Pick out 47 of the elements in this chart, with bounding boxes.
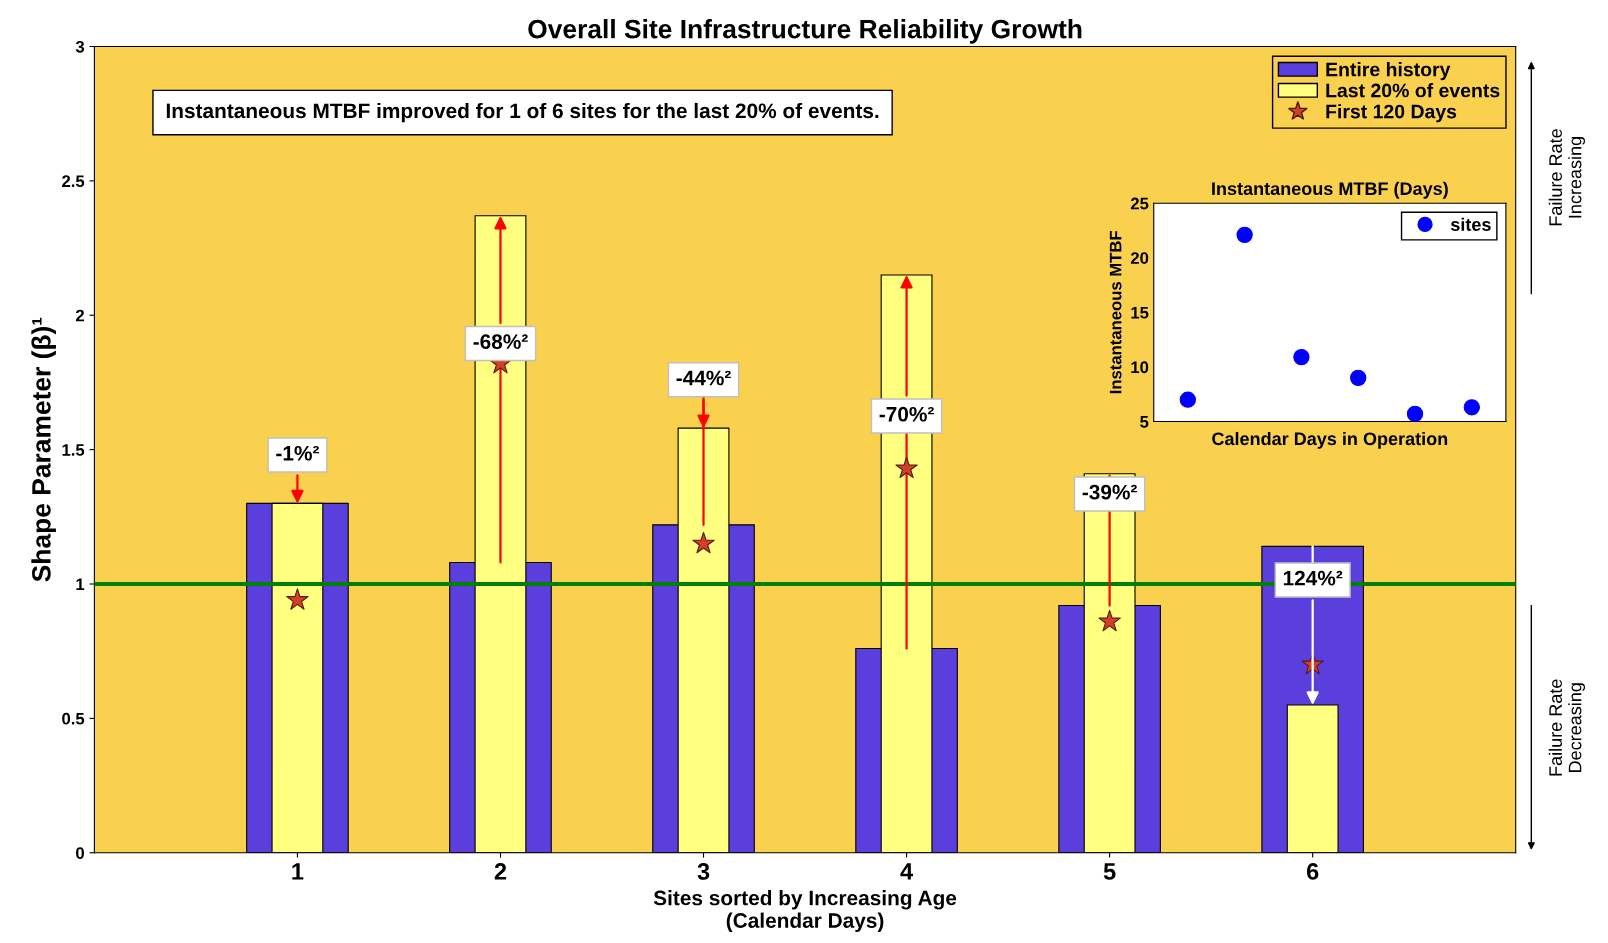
x-axis-title: Calendar Days in Operation — [1212, 431, 1448, 449]
text: Failure Rate Decreasing — [1548, 679, 1586, 776]
x-tick-label: 2 — [494, 863, 507, 880]
y-tick-label: 5 — [1140, 416, 1149, 428]
y-axis-title: Instantaneous MTBF — [1109, 231, 1122, 394]
point — [692, 531, 715, 554]
point — [1350, 369, 1367, 387]
y-tick-label: 2.5 — [62, 175, 85, 188]
point — [895, 456, 918, 479]
annotation: Instantaneous MTBF improved for 1 of 6 sites for the last 20% of events. — [166, 102, 879, 123]
y-tick-label: 20 — [1130, 252, 1149, 264]
annotation: 124%² — [1283, 570, 1343, 586]
annotation: -68%² — [473, 334, 528, 350]
y-tick-label: 0.5 — [62, 712, 85, 725]
x-axis-title: Sites sorted by Increasing Age (Calendar Days) — [653, 890, 957, 932]
chart-title: Instantaneous MTBF (Days) — [1212, 181, 1448, 199]
y-tick-label: 15 — [1131, 306, 1149, 319]
point — [1098, 609, 1121, 632]
y-tick-label: 1 — [76, 578, 85, 591]
y-tick-label: 10 — [1131, 361, 1149, 374]
annotation: -1%² — [276, 445, 319, 461]
y-tick-label: 3 — [75, 40, 85, 53]
point — [1463, 399, 1480, 416]
legend-label: Last 20% of events — [1326, 83, 1500, 98]
x-tick-label: 1 — [292, 863, 304, 880]
point — [1179, 391, 1196, 408]
legend-label: Entire history — [1326, 62, 1451, 81]
legend-label: First 120 Days — [1326, 104, 1457, 123]
annotation: -44%² — [676, 370, 731, 386]
x-tick-label: 6 — [1306, 863, 1319, 880]
y-tick-label: 25 — [1130, 197, 1149, 210]
x-tick-label: 3 — [697, 863, 710, 880]
chart-title: Overall Site Infrastructure Reliability Growth — [528, 19, 1082, 44]
point — [1293, 348, 1310, 366]
legend-label: sites — [1450, 217, 1491, 231]
point — [286, 588, 309, 610]
annotation: -70%² — [879, 406, 934, 422]
y-tick-label: 0 — [76, 847, 84, 859]
y-tick-label: 2 — [75, 309, 84, 322]
text: Failure Rate Increasing — [1548, 129, 1586, 226]
x-tick-label: 4 — [900, 863, 914, 880]
x-tick-label: 5 — [1103, 863, 1116, 880]
y-axis-title: Shape Parameter (β)¹ — [31, 317, 56, 582]
y-tick-label: 1.5 — [62, 444, 85, 456]
point — [1236, 226, 1253, 244]
annotation: -39%² — [1082, 484, 1137, 500]
point — [1406, 405, 1424, 422]
